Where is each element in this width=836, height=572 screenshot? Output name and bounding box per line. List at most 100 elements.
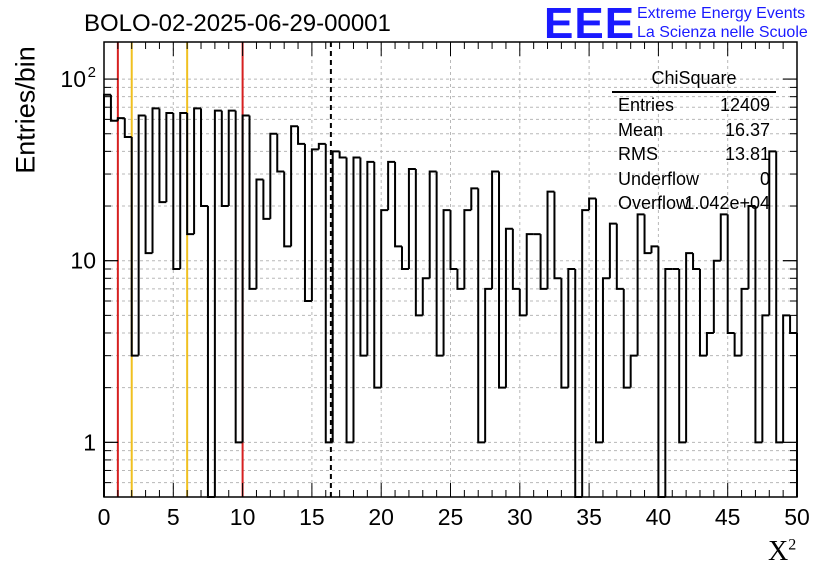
- histogram-bin: [227, 109, 236, 207]
- logo-line-1: Extreme Energy Events: [637, 5, 806, 22]
- histogram-bin: [172, 113, 181, 271]
- stats-value: 0: [759, 168, 770, 189]
- histogram-bin: [650, 245, 659, 254]
- histogram-bin: [692, 253, 700, 271]
- histogram-bin: [165, 112, 174, 203]
- stats-value: 12409: [719, 95, 770, 115]
- stats-label: RMS: [618, 144, 658, 164]
- x-tick-label: 5: [167, 504, 180, 530]
- histogram-bin: [456, 269, 465, 290]
- histogram-bin: [525, 233, 534, 316]
- x-tick-label: 30: [507, 504, 533, 530]
- histogram-bin: [747, 205, 756, 289]
- histogram-bin: [283, 171, 292, 248]
- stats-value: 16.37: [724, 119, 770, 140]
- stats-row-rms: RMS 13.81: [612, 142, 776, 167]
- histogram-bin: [449, 210, 458, 271]
- histogram-bin: [193, 107, 202, 235]
- histogram-bin: [588, 197, 597, 211]
- histogram-bin: [324, 143, 333, 444]
- histogram-bin: [629, 354, 638, 388]
- histogram-bin: [290, 125, 299, 247]
- x-axis-label-superscript: 2: [788, 536, 797, 554]
- stats-title: ChiSquare: [612, 66, 776, 93]
- histogram-bin: [595, 198, 603, 444]
- histogram-bin: [511, 228, 520, 290]
- stats-label: Entries: [618, 95, 675, 115]
- histogram-bin: [394, 161, 402, 248]
- stats-value: 13.81: [724, 144, 770, 164]
- histogram-bin: [789, 315, 797, 334]
- y-axis-label: Entries/bin: [10, 46, 41, 174]
- histogram-bin: [352, 156, 361, 443]
- histogram-bin: [567, 268, 576, 388]
- histogram-bin: [276, 133, 285, 173]
- stats-label: Mean: [618, 119, 664, 140]
- x-tick-label: 25: [438, 504, 464, 530]
- histogram-bin: [116, 117, 125, 121]
- histogram-bin: [685, 252, 694, 443]
- histogram-bin: [463, 209, 472, 289]
- histogram-bin: [768, 150, 777, 316]
- histogram-bin: [310, 148, 319, 301]
- y-tick-label: 10: [70, 248, 96, 274]
- histogram-bin: [726, 214, 735, 334]
- histogram-bin: [179, 112, 188, 270]
- histogram-bin: [380, 209, 389, 388]
- x-axis-label: X2: [768, 536, 796, 568]
- stats-label: Underflow: [618, 168, 700, 189]
- histogram-bin: [712, 259, 721, 333]
- histogram-bin: [705, 331, 714, 356]
- histogram-bin: [435, 171, 444, 357]
- histogram-bin: [200, 108, 208, 208]
- histogram-bin: [241, 114, 250, 443]
- histogram-bin: [109, 94, 118, 122]
- histogram-bin: [498, 171, 506, 389]
- histogram-bin: [775, 151, 784, 444]
- histogram-bin: [622, 288, 631, 389]
- histogram-bin: [574, 269, 583, 498]
- x-tick-label: 40: [646, 504, 672, 530]
- x-axis-label-base: X: [768, 536, 789, 567]
- y-tick-label: 10: [60, 66, 86, 92]
- histogram-bin: [442, 209, 451, 356]
- stats-row-overflow: Overflow 1.042e+04: [612, 191, 776, 216]
- histogram-bin: [470, 187, 479, 211]
- histogram-bin: [782, 314, 791, 443]
- eee-logo: EEE: [544, 0, 636, 48]
- x-tick-label: 10: [230, 504, 256, 530]
- histogram-bin: [400, 246, 409, 271]
- histogram-bin: [331, 150, 340, 443]
- logo-line-2: La Scienza nelle Scuole: [637, 24, 808, 41]
- histogram-bin: [234, 110, 243, 444]
- histogram-bin: [477, 188, 486, 444]
- histogram-bin: [359, 157, 368, 357]
- histogram-bin: [553, 191, 562, 280]
- histogram-bin: [248, 115, 257, 290]
- histogram-bin: [103, 93, 111, 497]
- histogram-bin: [546, 190, 555, 289]
- histogram-bin: [262, 179, 271, 220]
- histogram-bin: [657, 246, 666, 498]
- stats-row-entries: Entries 12409: [612, 93, 776, 118]
- histogram-bin: [123, 118, 132, 138]
- stats-value: 1.042e+04: [684, 193, 770, 213]
- histogram-bin: [491, 170, 500, 289]
- histogram-bin: [518, 288, 527, 317]
- histogram-bin: [269, 132, 278, 219]
- histogram-bin: [137, 114, 146, 356]
- stats-row-underflow: Underflow 0: [612, 167, 776, 192]
- histogram-bin: [366, 160, 375, 356]
- x-tick-label: 50: [784, 504, 810, 530]
- histogram-bin: [206, 206, 215, 498]
- histogram-bin: [144, 115, 153, 255]
- histogram-bin: [608, 222, 617, 279]
- histogram-bin: [414, 168, 423, 317]
- histogram-bin: [428, 170, 437, 279]
- histogram-bin: [421, 277, 430, 316]
- histogram-bin: [581, 209, 590, 497]
- histogram-bin: [213, 109, 222, 497]
- histogram-bin: [303, 143, 312, 302]
- histogram-bin: [387, 160, 396, 211]
